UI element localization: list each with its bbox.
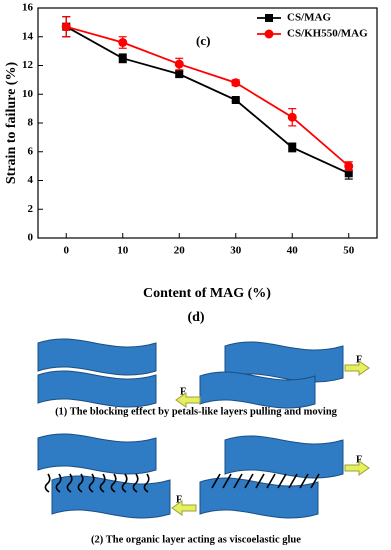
glue: [266, 473, 276, 489]
glue: [143, 473, 150, 493]
x-tick-label: 50: [343, 245, 355, 257]
glue: [66, 473, 73, 493]
y-tick-label: 4: [28, 174, 34, 186]
glue: [44, 473, 51, 493]
series-line: [65, 25, 350, 175]
y-tick-label: 14: [22, 30, 34, 42]
y-tick-label: 2: [28, 203, 34, 215]
glue: [121, 473, 128, 493]
sheet: [199, 371, 316, 409]
glue: [277, 473, 287, 489]
sheet: [224, 435, 344, 479]
glue: [233, 473, 243, 489]
y-tick-label: 6: [28, 145, 34, 157]
y-tick-label: 12: [22, 59, 34, 71]
y-tick-label: 0: [28, 232, 34, 244]
x-tick-label: 40: [287, 245, 299, 257]
force-arrow: [344, 460, 370, 476]
marker: [265, 14, 273, 22]
x-tick-label: 10: [117, 245, 129, 257]
x-axis-label: Content of MAG (%): [143, 286, 271, 301]
sheet: [51, 475, 171, 519]
marker: [231, 78, 241, 88]
glue: [299, 473, 309, 489]
marker: [175, 70, 184, 79]
glue: [310, 473, 320, 489]
glue: [77, 473, 84, 493]
sheet: [37, 433, 157, 475]
caption: (2) The organic layer acting as viscoela…: [91, 534, 301, 545]
legend-label: CS/MAG: [287, 12, 331, 24]
marker: [231, 96, 240, 104]
panel-label: (d): [187, 310, 204, 325]
marker: [344, 161, 354, 171]
glue: [88, 473, 95, 493]
x-tick-label: 20: [174, 245, 186, 257]
glue: [110, 473, 117, 493]
glue: [222, 473, 232, 489]
caption: (1) The blocking effect by petals-like l…: [55, 406, 338, 417]
glue: [244, 473, 254, 489]
glue: [211, 473, 221, 489]
glue: [288, 473, 298, 489]
panel-label: (c): [196, 33, 210, 48]
marker: [118, 54, 127, 63]
marker: [174, 59, 184, 69]
force-label: F: [176, 494, 182, 505]
y-tick-label: 8: [28, 117, 34, 129]
sheet: [224, 341, 344, 383]
y-tick-label: 10: [22, 88, 34, 100]
glue: [99, 473, 106, 493]
force-arrow: [171, 500, 197, 516]
marker: [264, 29, 274, 39]
marker: [344, 169, 353, 178]
force-label: F: [180, 386, 186, 397]
force-arrow: [344, 360, 370, 376]
sheet: [37, 338, 157, 376]
x-tick-label: 0: [64, 245, 70, 257]
force-arrow: [175, 392, 201, 408]
glue: [55, 473, 62, 493]
y-tick-label: 16: [22, 2, 34, 14]
sheet: [37, 370, 157, 408]
marker: [288, 143, 297, 152]
marker: [61, 22, 71, 32]
marker: [287, 112, 297, 122]
marker: [118, 38, 128, 47]
force-label: F: [356, 354, 362, 365]
force-label: F: [356, 454, 362, 465]
glue: [255, 473, 265, 489]
y-axis-label: Strain to failure (%): [4, 62, 19, 185]
x-tick-label: 30: [230, 245, 242, 257]
glue: [132, 473, 139, 493]
series-line: [66, 25, 350, 167]
legend-label: CS/KH550/MAG: [287, 28, 368, 40]
